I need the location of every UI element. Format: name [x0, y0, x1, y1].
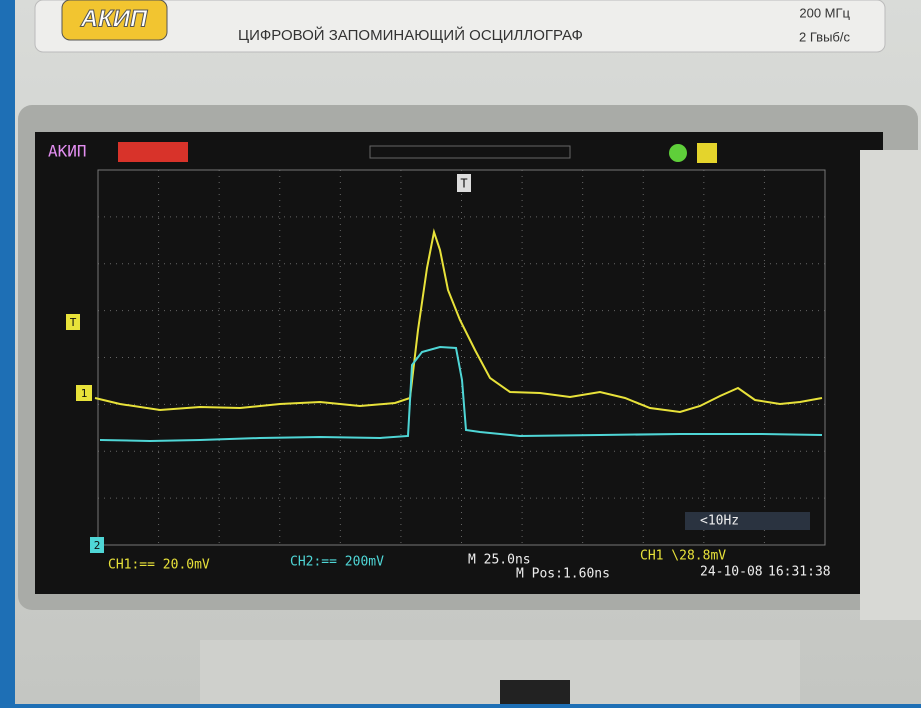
time: 16:31:38: [768, 565, 831, 580]
screen-brand: АКИП: [48, 142, 87, 161]
position: M Pos:1.60ns: [516, 567, 610, 582]
ch1-scale: CH1:== 20.0mV: [108, 558, 210, 573]
coupling-icon: [669, 144, 687, 162]
date: 24-10-08: [700, 565, 763, 580]
bandwidth: 200 МГц: [799, 5, 850, 20]
usb-port: [500, 680, 570, 704]
timebase: M 25.0ns: [468, 553, 531, 568]
trigger-marker: T: [460, 177, 467, 191]
logo: АКИП: [80, 5, 148, 32]
trigger-setting: CH1 \28.8mV: [640, 549, 726, 564]
sample-rate: 2 Гвыб/с: [799, 29, 850, 44]
ch2-scale: CH2:== 200mV: [290, 555, 384, 570]
trigger-level-marker: T: [70, 316, 77, 329]
photo: АКИП ЦИФРОВОЙ ЗАПОМИНАЮЩИЙ ОСЦИЛЛОГРАФ 2…: [0, 0, 921, 704]
side-buttons: [860, 150, 921, 620]
ch2-marker: 2: [94, 539, 101, 552]
ch1-marker: 1: [81, 387, 88, 400]
usb-icon: [697, 143, 717, 163]
frequency: <10Hz: [700, 514, 739, 529]
page: АКИП ЦИФРОВОЙ ЗАПОМИНАЮЩИЙ ОСЦИЛЛОГРАФ 2…: [0, 0, 921, 704]
subtitle: ЦИФРОВОЙ ЗАПОМИНАЮЩИЙ ОСЦИЛЛОГРАФ: [238, 26, 583, 44]
run-status: [118, 142, 188, 162]
